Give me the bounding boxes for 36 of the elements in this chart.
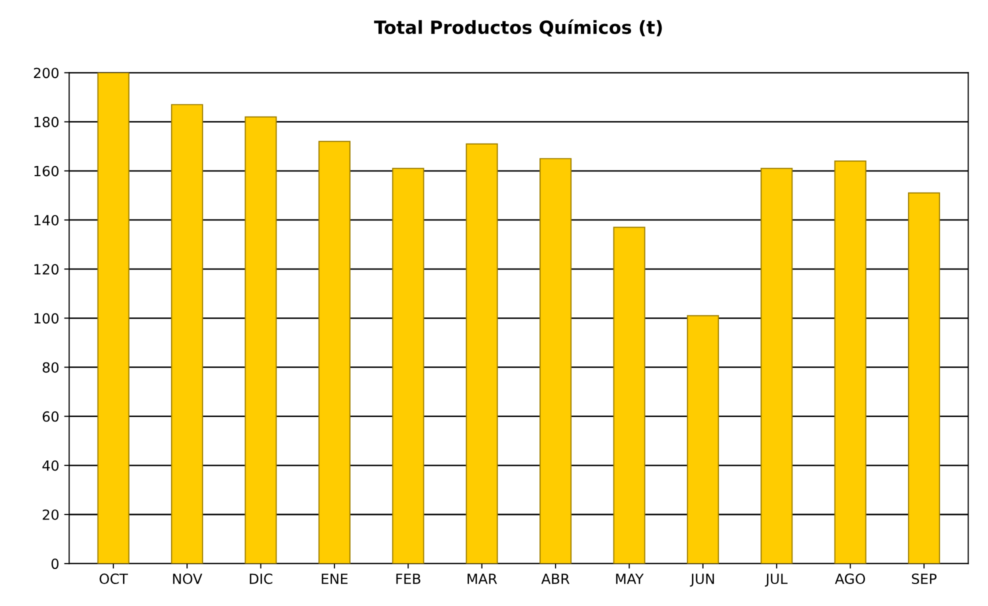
x-tick-label: AGO [834, 574, 866, 584]
bar [171, 104, 204, 564]
y-tick-label: 140 [34, 214, 59, 226]
y-tick-label: 80 [42, 362, 59, 373]
bar [834, 160, 866, 564]
y-tick-label: 0 [52, 558, 59, 570]
y-tick-label: 200 [34, 68, 59, 78]
x-tick-label: MAY [616, 574, 644, 584]
x-tick-label: ENE [322, 574, 348, 584]
x-tick-label: DIC [250, 574, 272, 584]
x-tick-label: SEP [912, 574, 937, 584]
y-tick-label: 60 [42, 411, 59, 422]
x-tick-label: NOV [173, 574, 202, 584]
x-tick-label: JUN [690, 574, 714, 587]
bar [540, 158, 572, 564]
bar [97, 72, 130, 564]
y-tick-label: 120 [34, 264, 59, 275]
y-tick-label: 40 [42, 460, 59, 471]
bar [760, 168, 793, 564]
bar [244, 116, 277, 564]
bar [466, 143, 498, 564]
y-tick-label: 180 [34, 116, 59, 128]
bar [908, 192, 940, 564]
chart-title: Total Productos Químicos (t) [374, 19, 662, 36]
y-tick-label: 160 [34, 166, 59, 176]
x-tick-label: FEB [396, 574, 420, 584]
x-tick-label: OCT [100, 574, 128, 584]
bar [392, 168, 424, 564]
y-tick-label: 20 [42, 509, 59, 520]
x-tick-label: ABR [541, 574, 570, 584]
bar [686, 315, 719, 564]
bar [318, 140, 350, 564]
y-tick-label: 100 [34, 313, 59, 324]
bar [613, 226, 646, 564]
x-tick-label: MAR [468, 574, 498, 584]
x-tick-label: JUL [764, 574, 788, 587]
